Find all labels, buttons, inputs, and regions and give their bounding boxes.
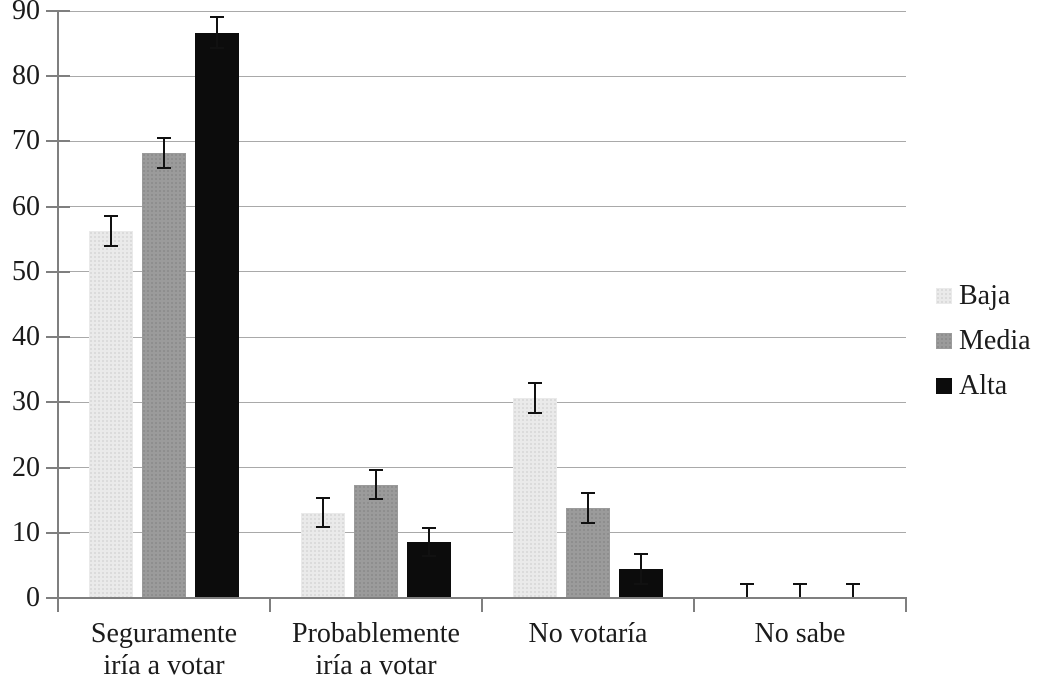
category-label-line: No votaría bbox=[528, 618, 648, 649]
category-label: No sabe bbox=[694, 618, 906, 650]
error-bar-line bbox=[534, 382, 536, 413]
y-tick bbox=[46, 466, 70, 469]
bar-media-1 bbox=[354, 484, 398, 598]
y-tick bbox=[46, 270, 70, 273]
error-bar-cap-bottom bbox=[157, 166, 171, 169]
category-label-line: Probablemente bbox=[292, 618, 460, 649]
error-bar-cap-top bbox=[793, 582, 807, 585]
bar-alta-0 bbox=[195, 32, 239, 598]
category-label-line: Seguramente bbox=[90, 618, 238, 649]
error-bar-cap-top bbox=[422, 526, 436, 529]
error-bar-line bbox=[375, 470, 377, 499]
error-bar-line bbox=[746, 583, 748, 598]
y-tick-label: 90 bbox=[12, 0, 40, 26]
bar-media-0 bbox=[142, 152, 186, 598]
error-bar-cap-bottom bbox=[581, 521, 595, 524]
error-bar-cap-bottom bbox=[422, 555, 436, 558]
gridline bbox=[58, 140, 906, 142]
gridline bbox=[58, 401, 906, 403]
gridline bbox=[58, 271, 906, 273]
y-tick-label: 50 bbox=[12, 255, 40, 287]
error-bar-line bbox=[322, 498, 324, 527]
x-tick bbox=[693, 598, 695, 612]
error-bar-line bbox=[428, 527, 430, 557]
gridline bbox=[58, 206, 906, 208]
legend-swatch-alta bbox=[936, 378, 952, 394]
category-label-line: iría a votar bbox=[103, 650, 225, 681]
legend-swatch-baja bbox=[936, 288, 952, 304]
error-bar-cap-top bbox=[316, 497, 330, 500]
error-bar-cap-top bbox=[528, 381, 542, 384]
error-bar-cap-bottom bbox=[528, 411, 542, 414]
bar-baja-2 bbox=[513, 397, 557, 598]
error-bar-cap-bottom bbox=[210, 47, 224, 50]
error-bar-cap-bottom bbox=[634, 583, 648, 586]
error-bar-cap-top bbox=[104, 215, 118, 218]
category-label: No votaría bbox=[482, 618, 694, 650]
error-bar-cap-top bbox=[210, 15, 224, 18]
y-tick-label: 10 bbox=[12, 516, 40, 548]
y-tick-label: 0 bbox=[26, 582, 40, 613]
error-bar-line bbox=[640, 554, 642, 585]
error-bar-cap-top bbox=[846, 582, 860, 585]
y-tick-label: 80 bbox=[12, 60, 40, 92]
y-tick bbox=[46, 205, 70, 208]
legend-item-media: Media bbox=[936, 326, 1031, 356]
x-tick bbox=[269, 598, 271, 612]
bar-media-2 bbox=[566, 507, 610, 598]
y-tick-label: 70 bbox=[12, 125, 40, 157]
error-bar-cap-top bbox=[581, 491, 595, 494]
error-bar-line bbox=[587, 492, 589, 523]
gridline bbox=[58, 75, 906, 77]
y-tick bbox=[46, 401, 70, 404]
error-bar-line bbox=[799, 583, 801, 598]
category-label-line: iría a votar bbox=[315, 650, 437, 681]
error-bar-cap-bottom bbox=[104, 245, 118, 248]
y-tick-label: 60 bbox=[12, 190, 40, 222]
legend-item-alta: Alta bbox=[936, 371, 1007, 401]
error-bar-line bbox=[216, 16, 218, 49]
legend-label: Baja bbox=[959, 280, 1011, 311]
legend-label: Media bbox=[959, 325, 1031, 356]
y-tick bbox=[46, 336, 70, 339]
x-tick bbox=[481, 598, 483, 612]
y-tick bbox=[46, 10, 70, 12]
legend-swatch-media bbox=[936, 333, 952, 349]
gridline bbox=[58, 467, 906, 469]
gridline bbox=[58, 336, 906, 338]
bar-baja-0 bbox=[89, 231, 133, 598]
category-label-line: No sabe bbox=[754, 618, 846, 649]
bar-alta-1 bbox=[407, 541, 451, 598]
error-bar-line bbox=[163, 137, 165, 168]
error-bar-line bbox=[110, 216, 112, 247]
category-label: Seguramente iría a votar bbox=[58, 618, 270, 682]
y-tick bbox=[46, 140, 70, 143]
error-bar-cap-bottom bbox=[369, 497, 383, 500]
category-label: Probablemente iría a votar bbox=[270, 618, 482, 682]
gridline bbox=[58, 10, 906, 12]
y-axis-line bbox=[57, 11, 59, 612]
error-bar-line bbox=[852, 583, 854, 598]
y-tick-label: 40 bbox=[12, 321, 40, 353]
error-bar-cap-top bbox=[369, 469, 383, 472]
error-bar-cap-top bbox=[634, 553, 648, 556]
error-bar-cap-top bbox=[740, 582, 754, 585]
y-tick-label: 20 bbox=[12, 451, 40, 483]
y-tick-label: 30 bbox=[12, 386, 40, 418]
legend-label: Alta bbox=[959, 370, 1008, 401]
error-bar-cap-bottom bbox=[316, 525, 330, 528]
legend-item-baja: Baja bbox=[936, 281, 1010, 311]
gridline bbox=[58, 532, 906, 534]
x-tick bbox=[905, 598, 907, 612]
error-bar-cap-top bbox=[157, 136, 171, 139]
y-tick bbox=[46, 75, 70, 78]
y-tick bbox=[46, 531, 70, 534]
